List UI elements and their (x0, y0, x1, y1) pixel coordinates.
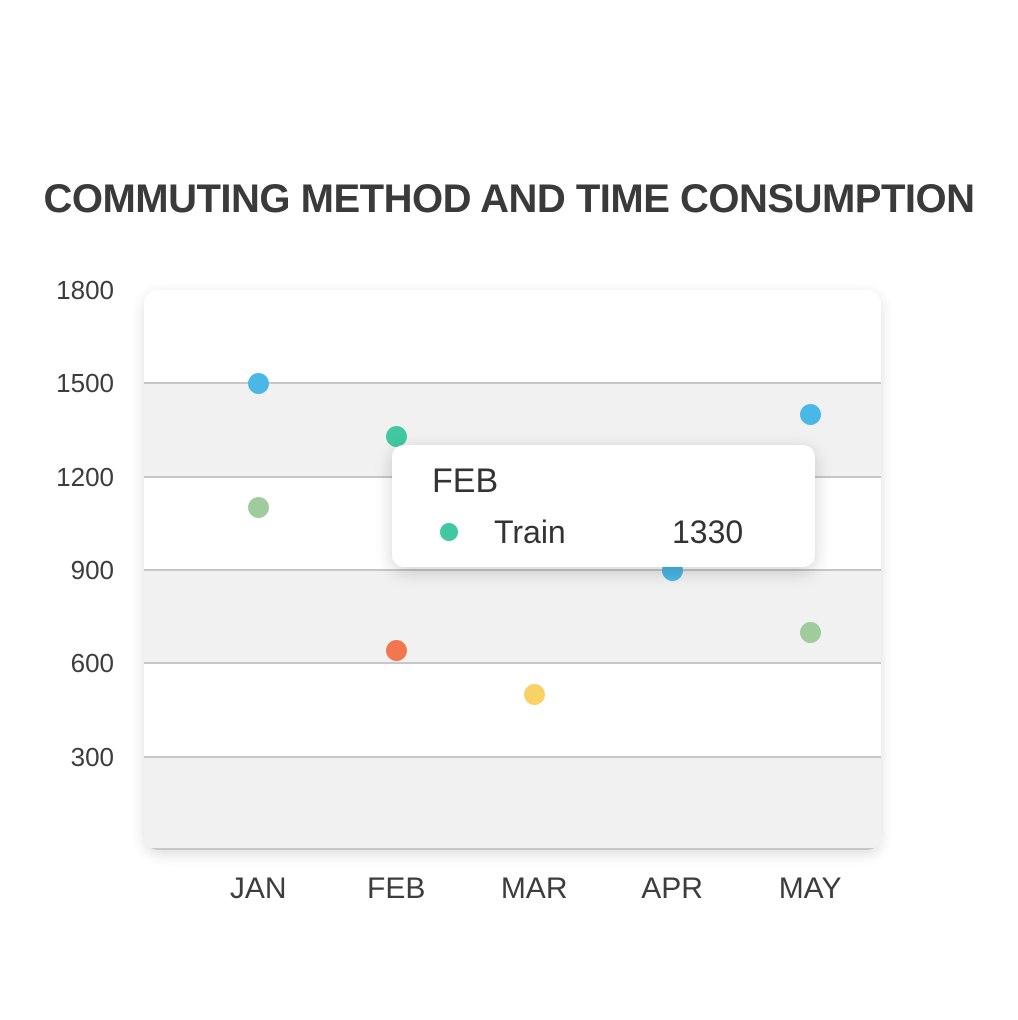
plot-band (144, 290, 881, 384)
tooltip-title: FEB (432, 462, 499, 500)
plot-band (144, 756, 881, 850)
data-point-feb-640[interactable] (385, 640, 407, 662)
data-point-jan-1100[interactable] (247, 497, 269, 519)
tooltip-series-name: Train (494, 513, 566, 550)
gridline (144, 662, 881, 665)
data-point-feb-1330[interactable] (385, 425, 407, 447)
x-axis-category-label: FEB (367, 872, 426, 905)
x-axis-category-label: MAY (778, 872, 842, 905)
gridline (144, 382, 881, 385)
data-point-jan-1500[interactable] (247, 372, 269, 394)
data-point-may-1400[interactable] (799, 403, 821, 425)
tooltip-series-swatch-icon (440, 523, 458, 541)
gridline (144, 569, 881, 571)
x-axis-category-label: APR (641, 872, 703, 905)
tooltip: FEB Train 1330 (392, 445, 815, 567)
tooltip-series-value: 1330 (672, 513, 744, 550)
y-axis-tick-label: 1500 (56, 368, 114, 399)
tooltip-row: Train 1330 (440, 513, 795, 551)
plot-band (144, 663, 881, 757)
data-point-mar-500[interactable] (523, 683, 545, 705)
y-axis-tick-label: 300 (70, 741, 114, 772)
x-axis-category-label: MAR (500, 872, 568, 905)
gridline (144, 755, 881, 758)
y-axis-tick-label: 600 (70, 648, 114, 679)
chart-title: COMMUTING METHOD AND TIME CONSUMPTION (43, 177, 975, 221)
y-axis-tick-label: 1200 (56, 461, 114, 492)
y-axis-tick-label: 1800 (56, 275, 114, 305)
x-axis-category-label: JAN (229, 872, 287, 905)
data-point-may-700[interactable] (799, 621, 821, 643)
y-axis-tick-label: 900 (70, 555, 114, 585)
y-axis: 300 600 900 1200 1500 1800 (0, 275, 114, 850)
plot-band (144, 570, 881, 664)
plot-area[interactable] (144, 290, 881, 850)
x-axis: JAN FEB MAR APR MAY (144, 874, 881, 904)
gridline (144, 848, 881, 850)
